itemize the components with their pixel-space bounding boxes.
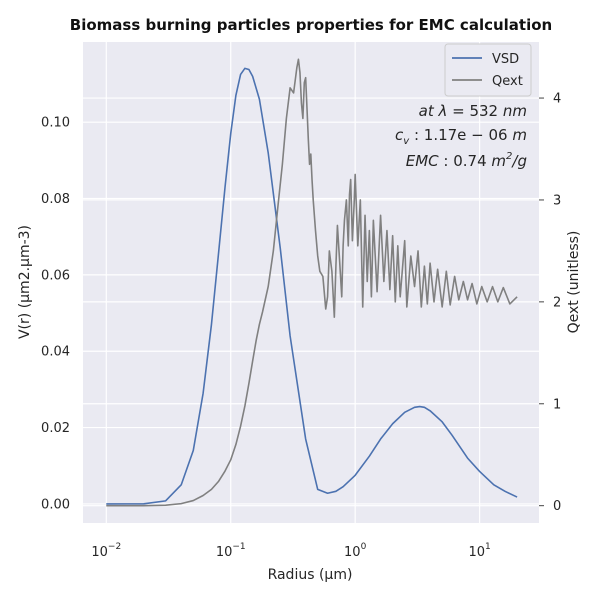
x-axis-label: Radius (μm) bbox=[268, 567, 353, 583]
y2-tick-label: 3 bbox=[553, 193, 561, 208]
y2-tick-label: 2 bbox=[553, 295, 561, 310]
y2-axis-label: Qext (unitless) bbox=[566, 231, 582, 334]
series-line-vsd bbox=[106, 67, 518, 505]
x-tick-label: 100 bbox=[344, 542, 367, 560]
y2-tick-label: 1 bbox=[553, 397, 561, 412]
series-line-qext bbox=[106, 58, 518, 507]
legend-label-vsd: VSD bbox=[492, 52, 519, 67]
y2-tick-label: 4 bbox=[553, 92, 561, 107]
legend-label-qext: Qext bbox=[492, 74, 523, 89]
y-tick-label: 0.04 bbox=[41, 345, 70, 360]
legend-box bbox=[444, 43, 532, 97]
annotation-cv: cv : 1.17e − 06 m bbox=[395, 126, 527, 147]
x-tick-label: 10−2 bbox=[91, 542, 121, 560]
ticks: 10−2 10−1 100 101 0.00 0.02 0.04 0.06 0.08 0.10 0 1… bbox=[41, 92, 561, 560]
legend: VSD Qext bbox=[444, 43, 532, 97]
y-tick-label: 0.10 bbox=[41, 116, 70, 131]
y-axis-label: V(r) (μm2.μm-3) bbox=[17, 225, 33, 339]
annotation-emc: EMC : 0.74 m2/g bbox=[406, 151, 527, 170]
y-tick-label: 0.02 bbox=[41, 421, 70, 436]
y2-tick-label: 0 bbox=[553, 499, 561, 514]
x-tick-label: 101 bbox=[468, 542, 490, 560]
series-layer bbox=[106, 58, 518, 507]
annotation-wavelength: at λ = 532 nm bbox=[419, 102, 527, 120]
y-tick-label: 0.08 bbox=[41, 192, 70, 207]
x-tick-label: 10−1 bbox=[216, 542, 246, 560]
y-tick-label: 0.00 bbox=[41, 497, 70, 512]
chart-title: Biomass burning particles properties for… bbox=[70, 16, 552, 34]
grid bbox=[83, 42, 539, 523]
annotation-block: at λ = 532 nm cv : 1.17e − 06 m EMC : 0.… bbox=[395, 102, 527, 170]
y-tick-label: 0.06 bbox=[41, 268, 70, 283]
